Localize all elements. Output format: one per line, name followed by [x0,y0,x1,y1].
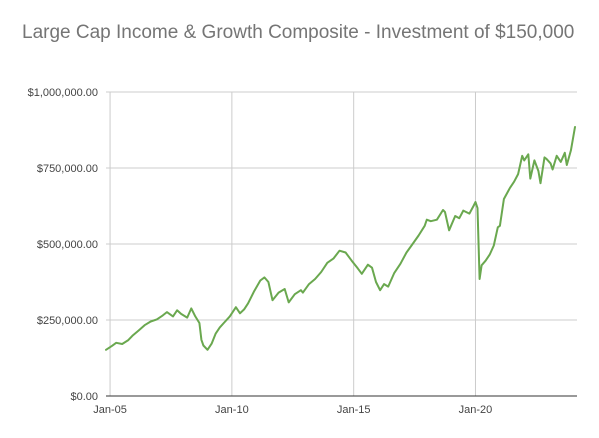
x-axis-ticks: Jan-05 Jan-10 Jan-15 Jan-20 [93,404,492,416]
x-tick-label: Jan-20 [459,404,493,416]
x-tick-label: Jan-05 [93,404,127,416]
series-group [105,126,576,351]
x-tick-label: Jan-10 [215,404,249,416]
y-tick-label: $1,000,000.00 [28,87,98,99]
x-tick-label: Jan-15 [337,404,371,416]
y-tick-label: $500,000.00 [37,239,98,251]
y-axis-ticks: $0.00 $250,000.00 $500,000.00 $750,000.00 $1… [28,87,98,403]
y-tick-label: $750,000.00 [37,163,98,175]
y-tick-label: $0.00 [70,391,98,403]
y-tick-label: $250,000.00 [37,315,98,327]
gridlines [106,91,577,396]
series-line [105,126,576,351]
chart-title: Large Cap Income & Growth Composite - In… [22,22,575,43]
